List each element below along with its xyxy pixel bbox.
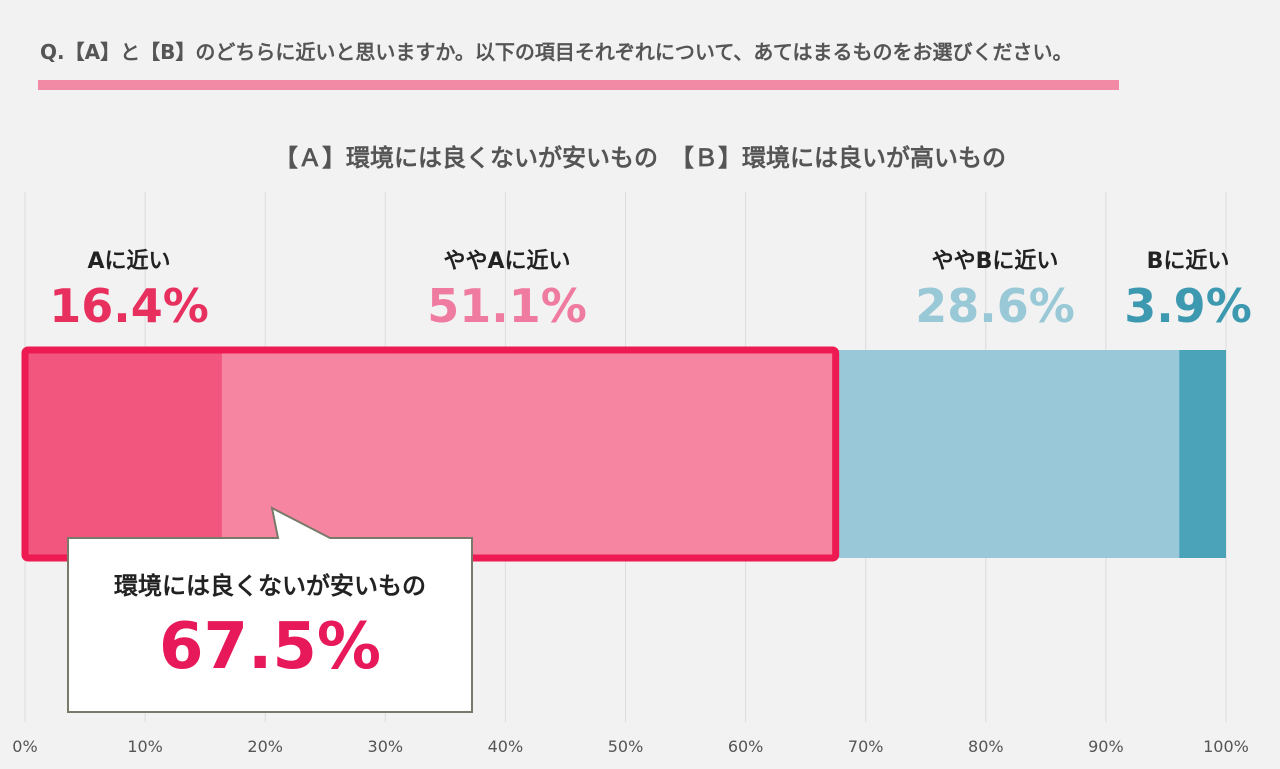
x-tick-label: 30% bbox=[368, 737, 404, 756]
x-tick-label: 90% bbox=[1088, 737, 1124, 756]
category-label-2: ややAに近い bbox=[443, 248, 570, 274]
x-tick-label: 20% bbox=[247, 737, 283, 756]
question-underline bbox=[38, 80, 1119, 90]
category-label-1: Aに近い bbox=[87, 248, 170, 274]
category-label-4: Bに近い bbox=[1147, 248, 1230, 274]
x-tick-label: 10% bbox=[127, 737, 163, 756]
value-label-2: 51.1% bbox=[427, 279, 587, 333]
bar-segment-3 bbox=[835, 350, 1180, 558]
x-tick-label: 40% bbox=[488, 737, 524, 756]
x-tick-label: 0% bbox=[12, 737, 37, 756]
x-tick-label: 70% bbox=[848, 737, 884, 756]
value-label-4: 3.9% bbox=[1124, 279, 1252, 333]
x-tick-label: 50% bbox=[608, 737, 644, 756]
bar-segment-2 bbox=[221, 350, 836, 558]
value-label-3: 28.6% bbox=[915, 279, 1075, 333]
callout-box bbox=[67, 506, 473, 713]
chart-title: 【Ａ】環境には良くないが安いもの 【Ｂ】環境には良いが高いもの bbox=[274, 144, 1006, 172]
question-text: Q.【A】と【B】のどちらに近いと思いますか。以下の項目それぞれについて、あては… bbox=[40, 40, 1073, 64]
x-tick-label: 100% bbox=[1203, 737, 1249, 756]
x-tick-label: 80% bbox=[968, 737, 1004, 756]
bar-segment-1 bbox=[25, 350, 222, 558]
category-label-3: ややBに近い bbox=[932, 248, 1059, 274]
bar-segment-4 bbox=[1179, 350, 1226, 558]
x-tick-label: 60% bbox=[728, 737, 764, 756]
value-label-1: 16.4% bbox=[49, 279, 209, 333]
